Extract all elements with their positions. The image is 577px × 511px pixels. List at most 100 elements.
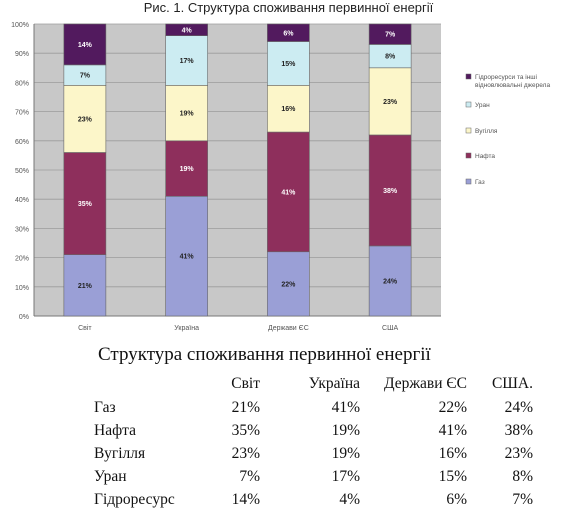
x-tick-label: США bbox=[382, 325, 398, 332]
table-cell: 17% bbox=[331, 467, 360, 485]
y-tick-label: 30% bbox=[15, 226, 29, 233]
data-label: 17% bbox=[180, 58, 195, 65]
table-cell: 35% bbox=[231, 421, 260, 439]
column-header: Україна bbox=[308, 375, 360, 392]
table-cell: 38% bbox=[504, 421, 533, 439]
data-label: 23% bbox=[78, 116, 93, 123]
table-cell: 7% bbox=[512, 490, 533, 508]
table-cell: 41% bbox=[331, 398, 360, 416]
bar-segment bbox=[267, 85, 310, 133]
energy-structure-table: Світ Україна Держави ЄС США. Газ 21% 41%… bbox=[94, 372, 533, 511]
legend-swatch bbox=[465, 178, 472, 185]
data-label: 4% bbox=[182, 27, 193, 34]
bar-segment bbox=[368, 134, 412, 247]
table-cell: 15% bbox=[438, 467, 467, 485]
table-row: Вугілля 23% 19% 16% 23% bbox=[94, 442, 533, 465]
table-corner bbox=[94, 372, 202, 396]
legend-swatch bbox=[465, 152, 472, 159]
data-label: 8% bbox=[385, 54, 396, 61]
bar-segment bbox=[63, 254, 107, 317]
data-label: 7% bbox=[385, 32, 396, 39]
data-label: 41% bbox=[180, 254, 195, 261]
x-tick-label: Україна bbox=[174, 325, 199, 332]
legend-label: Газ bbox=[475, 179, 485, 186]
table-cell: 6% bbox=[446, 490, 467, 508]
bar-segment bbox=[165, 85, 208, 142]
data-label: 16% bbox=[281, 106, 296, 113]
bar-segment bbox=[63, 23, 107, 66]
row-label: Вугілля bbox=[94, 444, 146, 462]
stacked-bar-chart: 0% 10% 20% 30% 40% 50% 60% 70% 80% 90% 100% 21% 35% 2… bbox=[11, 22, 550, 332]
data-label: 41% bbox=[281, 189, 296, 196]
data-label: 21% bbox=[78, 283, 93, 290]
data-label: 14% bbox=[78, 42, 93, 49]
bar-segment bbox=[368, 67, 412, 136]
column-header: Світ bbox=[231, 375, 260, 392]
table-cell: 4% bbox=[339, 490, 360, 508]
data-label: 15% bbox=[281, 61, 296, 68]
data-label: 19% bbox=[180, 111, 195, 118]
data-label: 23% bbox=[383, 99, 398, 106]
legend-label: Гідроресурси та інші відновлювальні джере… bbox=[475, 73, 550, 89]
legend-label: Уран bbox=[475, 102, 490, 109]
bar-segment bbox=[165, 23, 208, 36]
table-cell: 41% bbox=[438, 421, 467, 439]
figure-caption: Рис. 1. Структура споживання первинної е… bbox=[143, 0, 434, 15]
table-cell: 23% bbox=[231, 444, 260, 462]
table-row: Газ 21% 41% 22% 24% bbox=[94, 396, 533, 419]
data-label: 6% bbox=[283, 30, 294, 37]
table-cell: 22% bbox=[438, 398, 467, 416]
data-label: 24% bbox=[383, 278, 398, 285]
column-header: Держави ЄС bbox=[383, 375, 467, 392]
table-cell: 8% bbox=[512, 467, 533, 485]
data-label: 35% bbox=[78, 201, 93, 208]
table-cell: 23% bbox=[504, 444, 533, 462]
row-label: Уран bbox=[94, 467, 127, 485]
bar-segment bbox=[165, 195, 208, 317]
y-tick-label: 70% bbox=[15, 110, 29, 117]
bar-segment bbox=[368, 245, 412, 317]
legend-swatch bbox=[465, 127, 472, 134]
table-cell: 7% bbox=[239, 467, 260, 485]
y-tick-label: 100% bbox=[11, 22, 29, 29]
legend-label: Вугілля bbox=[475, 127, 498, 135]
row-label: Нафта bbox=[94, 421, 136, 439]
y-tick-label: 60% bbox=[15, 139, 29, 146]
legend-swatch bbox=[465, 101, 472, 108]
bar-segment bbox=[63, 152, 107, 255]
legend-swatch bbox=[465, 73, 472, 80]
bar-segment bbox=[63, 85, 107, 153]
table-cell: 16% bbox=[438, 444, 467, 462]
x-tick-label: Держави ЄС bbox=[268, 325, 309, 332]
y-tick-label: 40% bbox=[15, 197, 29, 204]
y-tick-label: 50% bbox=[15, 168, 29, 175]
x-tick-label: Світ bbox=[78, 324, 92, 332]
data-label: 22% bbox=[281, 281, 296, 288]
y-tick-label: 10% bbox=[15, 285, 29, 292]
table-header-row: Світ Україна Держави ЄС США. bbox=[94, 372, 533, 396]
bar-segment bbox=[267, 41, 310, 86]
bar-segment bbox=[165, 35, 208, 86]
y-tick-label: 80% bbox=[15, 80, 29, 87]
table-row: Гідроресурс 14% 4% 6% 7% bbox=[94, 488, 533, 511]
table-cell: 24% bbox=[504, 398, 533, 416]
table-title: Структура споживання первинної енергії bbox=[98, 344, 431, 365]
row-label: Гідроресурс bbox=[94, 490, 175, 508]
bar-segment bbox=[267, 23, 310, 42]
table-row: Нафта 35% 19% 41% 38% bbox=[94, 419, 533, 442]
column-header: США. bbox=[491, 375, 533, 392]
table-cell: 19% bbox=[331, 444, 360, 462]
table-row: Уран 7% 17% 15% 8% bbox=[94, 465, 533, 488]
bar-segment bbox=[267, 251, 310, 317]
y-tick-label: 20% bbox=[15, 256, 29, 263]
table-cell: 21% bbox=[231, 398, 260, 416]
bar-segment bbox=[165, 140, 208, 197]
data-label: 38% bbox=[383, 188, 398, 195]
data-label: 7% bbox=[80, 73, 91, 80]
bar-segment bbox=[267, 131, 310, 253]
y-tick-label: 0% bbox=[19, 314, 29, 321]
y-tick-label: 90% bbox=[15, 51, 29, 58]
bar-segment bbox=[368, 23, 412, 45]
data-label: 19% bbox=[180, 166, 195, 173]
legend-label: Нафта bbox=[475, 153, 495, 160]
